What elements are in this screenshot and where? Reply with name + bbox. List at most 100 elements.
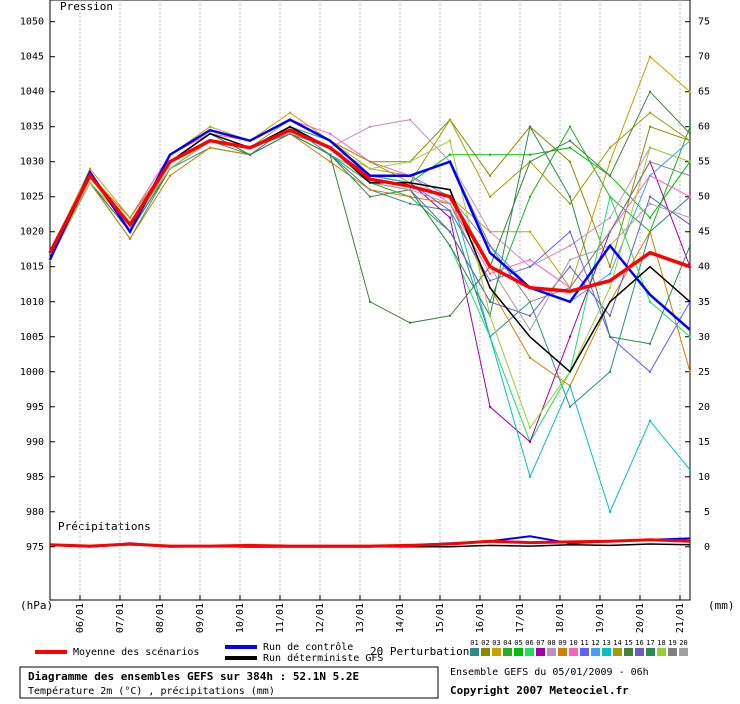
- x-tick-label: 10/01: [235, 603, 246, 633]
- y2-tick-label: 70: [698, 52, 710, 63]
- point: [648, 55, 652, 58]
- point: [608, 272, 612, 275]
- y2-tick-label: 60: [698, 122, 710, 133]
- legend-label: 12: [591, 639, 599, 647]
- point: [648, 195, 652, 198]
- y-tick-label: 1025: [20, 192, 44, 203]
- legend-swatch: [525, 648, 534, 656]
- point: [528, 440, 532, 443]
- point: [88, 181, 92, 184]
- point: [488, 244, 492, 247]
- pressure-label: Pression: [60, 0, 113, 13]
- chart-title: Diagramme des ensembles GEFS sur 384h : …: [28, 670, 359, 683]
- legend-label: 05: [514, 639, 522, 647]
- y2-tick-label: 45: [698, 227, 710, 238]
- legend-label: Moyenne des scénarios: [73, 646, 199, 658]
- legend-label: 17: [646, 639, 654, 647]
- legend-swatch: [679, 648, 688, 656]
- point: [168, 167, 172, 170]
- legend-label: 08: [547, 639, 555, 647]
- y-tick-label: 975: [26, 542, 44, 553]
- y2-tick-label: 15: [698, 437, 710, 448]
- point: [568, 160, 572, 163]
- point: [568, 405, 572, 408]
- point: [648, 202, 652, 205]
- point: [608, 314, 612, 317]
- point: [608, 370, 612, 373]
- point: [688, 244, 692, 247]
- precip-line: [49, 538, 691, 548]
- y2-tick-label: 55: [698, 157, 710, 168]
- point: [208, 146, 212, 149]
- point: [488, 195, 492, 198]
- legend-swatch: [470, 648, 479, 656]
- point: [608, 510, 612, 513]
- point: [488, 300, 492, 303]
- legend-swatch: [492, 648, 501, 656]
- legend-swatch: [503, 648, 512, 656]
- legend-swatch: [602, 648, 611, 656]
- legend-label: 15: [624, 639, 632, 647]
- point: [448, 244, 452, 247]
- point: [528, 160, 532, 163]
- legend-swatch: [514, 648, 523, 656]
- legend-label: 13: [602, 639, 610, 647]
- legend-label: Run de contrôle: [263, 641, 353, 653]
- point: [448, 209, 452, 212]
- legend-swatch: [624, 648, 633, 656]
- point: [368, 188, 372, 191]
- point: [528, 195, 532, 198]
- y-tick-label: 1050: [20, 17, 44, 28]
- point: [528, 328, 532, 331]
- point: [568, 244, 572, 247]
- x-tick-label: 07/01: [115, 603, 126, 633]
- legend-label: 11: [580, 639, 588, 647]
- run-info: Ensemble GEFS du 05/01/2009 - 06h: [450, 667, 649, 678]
- x-tick-label: 19/01: [595, 603, 606, 633]
- point: [688, 132, 692, 135]
- point: [448, 314, 452, 317]
- point: [288, 132, 292, 135]
- point: [528, 258, 532, 261]
- point: [648, 342, 652, 345]
- x-tick-label: 09/01: [195, 603, 206, 633]
- point: [528, 356, 532, 359]
- point: [568, 146, 572, 149]
- point: [528, 300, 532, 303]
- point: [568, 230, 572, 233]
- point: [688, 335, 692, 338]
- y-unit: (hPa): [20, 599, 53, 612]
- point: [488, 279, 492, 282]
- y2-tick-label: 0: [704, 542, 710, 553]
- x-tick-label: 15/01: [435, 603, 446, 633]
- legend-swatch: [481, 648, 490, 656]
- point: [608, 146, 612, 149]
- point: [368, 195, 372, 198]
- x-tick-label: 13/01: [355, 603, 366, 633]
- point: [168, 174, 172, 177]
- x-tick-label: 17/01: [515, 603, 526, 633]
- point: [408, 160, 412, 163]
- y-tick-label: 1035: [20, 122, 44, 133]
- point: [368, 125, 372, 128]
- y2-tick-label: 20: [698, 402, 710, 413]
- y-tick-label: 1020: [20, 227, 44, 238]
- point: [608, 174, 612, 177]
- point: [648, 230, 652, 233]
- point: [688, 223, 692, 226]
- point: [448, 139, 452, 142]
- point: [648, 90, 652, 93]
- point: [568, 195, 572, 198]
- y2-tick-label: 65: [698, 87, 710, 98]
- y-tick-label: 1005: [20, 332, 44, 343]
- legend-swatch: [635, 648, 644, 656]
- point: [688, 90, 692, 93]
- point: [608, 286, 612, 289]
- point: [688, 160, 692, 163]
- point: [408, 202, 412, 205]
- point: [688, 174, 692, 177]
- point: [408, 188, 412, 191]
- point: [528, 153, 532, 156]
- point: [368, 167, 372, 170]
